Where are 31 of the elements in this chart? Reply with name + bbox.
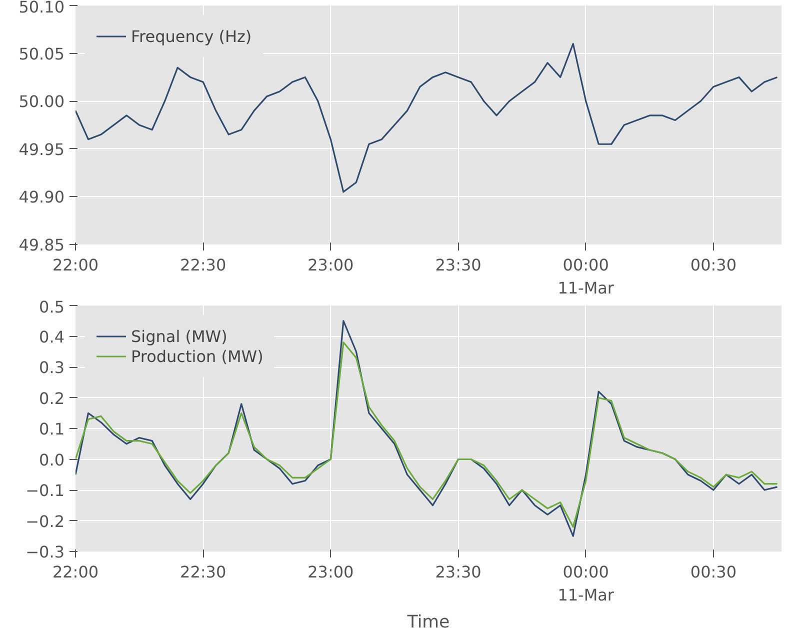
y-tick-label: −0.3 [26, 542, 65, 562]
y-tick-label: 50.00 [18, 92, 65, 112]
y-tick-label: −0.1 [26, 481, 65, 500]
y-tick-label: 50.05 [18, 44, 65, 64]
legend-label: Production (MW) [131, 346, 264, 366]
x-tick-label: 00:30 [690, 562, 737, 582]
y-tick-label: 0.4 [39, 327, 65, 346]
legend-label: Frequency (Hz) [131, 26, 252, 46]
x-tick-label: 22:30 [180, 562, 226, 582]
y-tick-label: 49.90 [18, 188, 65, 207]
x-tick-label: 00:00 11-Mar [558, 562, 614, 604]
y-tick-label: 0.5 [39, 298, 65, 316]
x-tick-label: 22:00 [52, 256, 99, 274]
y-tick-label: 49.85 [18, 236, 65, 254]
x-tick-label: 00:00 11-Mar [558, 256, 614, 298]
y-tick-label: 0.0 [39, 450, 65, 470]
x-tick-label: 23:30 [435, 562, 482, 582]
x-tick-label: 22:00 [52, 562, 99, 582]
x-tick-label: 22:30 [180, 256, 226, 274]
x-tick-label: 00:30 [690, 256, 737, 274]
y-tick-label: 49.95 [18, 140, 65, 159]
y-tick-label: 0.2 [39, 388, 65, 408]
legend-label: Signal (MW) [131, 326, 228, 346]
x-tick-label: 23:00 [308, 562, 354, 582]
y-tick-label: −0.2 [26, 512, 65, 531]
y-tick-label: 0.1 [39, 420, 65, 438]
y-tick-label: 0.3 [39, 358, 65, 377]
y-tick-label: 50.10 [18, 0, 65, 16]
x-tick-label: 23:30 [435, 256, 482, 274]
x-tick-label: 23:00 [308, 256, 354, 274]
x-axis-title: Time [406, 612, 450, 632]
